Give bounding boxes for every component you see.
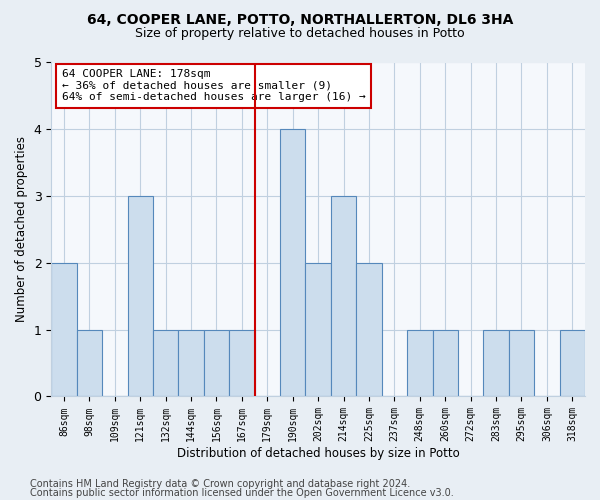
Text: Contains HM Land Registry data © Crown copyright and database right 2024.: Contains HM Land Registry data © Crown c… — [30, 479, 410, 489]
Bar — [305, 263, 331, 396]
Bar — [509, 330, 534, 396]
Bar — [560, 330, 585, 396]
Text: Size of property relative to detached houses in Potto: Size of property relative to detached ho… — [135, 28, 465, 40]
Text: 64, COOPER LANE, POTTO, NORTHALLERTON, DL6 3HA: 64, COOPER LANE, POTTO, NORTHALLERTON, D… — [87, 12, 513, 26]
Text: 64 COOPER LANE: 178sqm
← 36% of detached houses are smaller (9)
64% of semi-deta: 64 COOPER LANE: 178sqm ← 36% of detached… — [62, 69, 366, 102]
Text: Contains public sector information licensed under the Open Government Licence v3: Contains public sector information licen… — [30, 488, 454, 498]
Bar — [484, 330, 509, 396]
Bar — [280, 130, 305, 396]
Bar — [178, 330, 204, 396]
Bar — [51, 263, 77, 396]
Bar — [356, 263, 382, 396]
Bar — [331, 196, 356, 396]
Bar — [407, 330, 433, 396]
Bar — [229, 330, 254, 396]
Bar — [204, 330, 229, 396]
Bar — [77, 330, 102, 396]
Y-axis label: Number of detached properties: Number of detached properties — [15, 136, 28, 322]
X-axis label: Distribution of detached houses by size in Potto: Distribution of detached houses by size … — [177, 447, 460, 460]
Bar — [153, 330, 178, 396]
Bar — [128, 196, 153, 396]
Bar — [433, 330, 458, 396]
